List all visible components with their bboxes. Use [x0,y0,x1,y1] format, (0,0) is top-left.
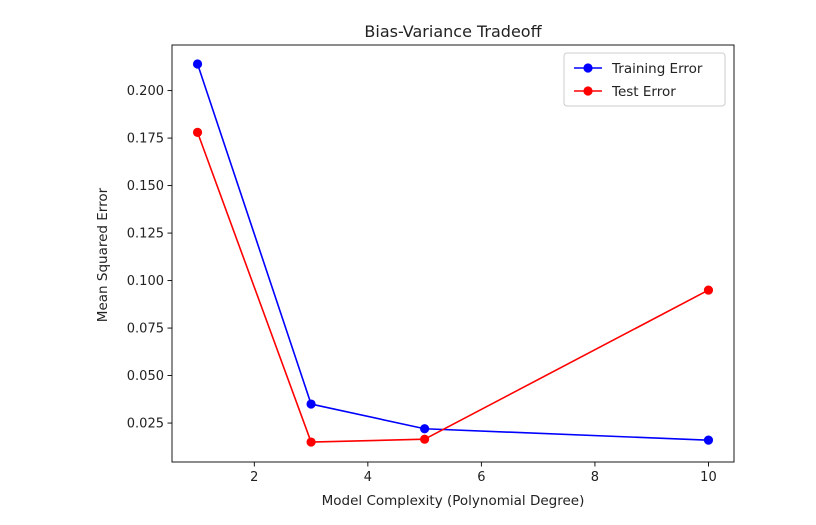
legend-marker-1 [583,86,593,96]
chart-title: Bias-Variance Tradeoff [364,22,542,41]
series-line-1 [196,132,709,443]
data-point [306,399,316,409]
y-tick-label: 0.100 [127,274,164,289]
y-tick-label: 0.150 [127,179,164,194]
x-tick-label: 8 [591,470,599,485]
x-tick-label: 2 [250,470,258,485]
data-point [192,59,203,69]
x-tick-label: 10 [700,470,717,485]
x-tick-label: 6 [477,470,485,485]
legend: Training Error Test Error [563,52,726,107]
x-axis-title: Model Complexity (Polynomial Degree) [322,493,585,509]
data-point [192,127,203,137]
y-tick-label: 0.175 [127,132,164,147]
legend-label-0: Training Error [611,61,703,77]
legend-box [563,52,726,107]
data-point [420,424,430,434]
data-point [703,435,714,445]
legend-marker-0 [583,63,593,73]
series-line-0 [196,63,709,441]
data-point [306,437,316,447]
y-tick-label: 0.075 [127,322,164,337]
y-tick-label: 0.025 [127,417,164,432]
data-point [420,434,430,444]
data-point [703,285,714,295]
plot-area: 2 4 6 8 10 0.025 0.050 0.075 0.100 0.125 0.150 0.17… [127,44,735,485]
x-tick-label: 4 [364,470,372,485]
y-axis-title: Mean Squared Error [95,187,111,322]
y-tick-label: 0.050 [127,369,164,384]
legend-label-1: Test Error [611,84,676,100]
y-tick-label: 0.200 [127,84,164,99]
y-tick-label: 0.125 [127,227,164,242]
plot-frame [171,44,735,463]
